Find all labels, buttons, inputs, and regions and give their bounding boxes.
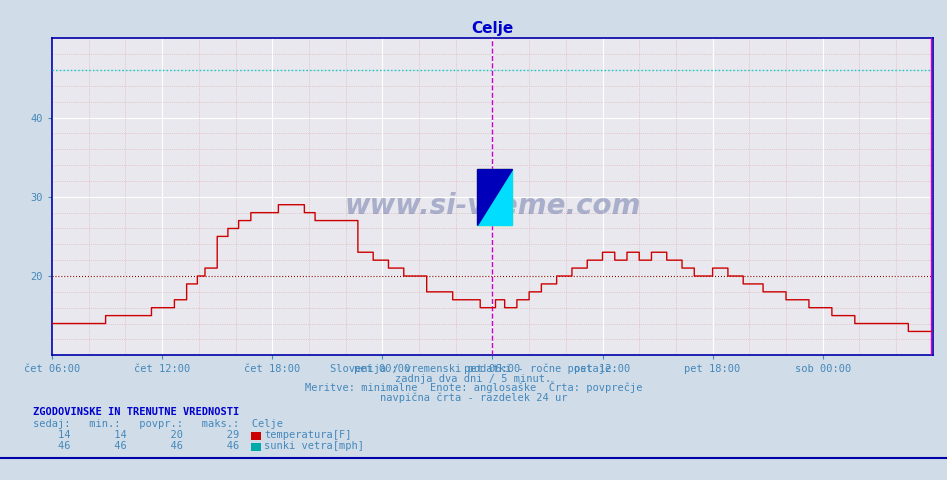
Text: temperatura[F]: temperatura[F] (264, 430, 351, 440)
Text: 14       14       20       29: 14 14 20 29 (33, 430, 240, 440)
Text: zadnja dva dni / 5 minut.: zadnja dva dni / 5 minut. (396, 373, 551, 384)
Text: 46       46       46       46: 46 46 46 46 (33, 441, 240, 451)
Text: Meritve: minimalne  Enote: anglosaške  Črta: povprečje: Meritve: minimalne Enote: anglosaške Črt… (305, 381, 642, 393)
Bar (476, 169, 511, 225)
Text: Slovenija / vremenski podatki - ročne postaje.: Slovenija / vremenski podatki - ročne po… (330, 363, 617, 374)
Polygon shape (476, 169, 511, 225)
Text: navpična črta - razdelek 24 ur: navpična črta - razdelek 24 ur (380, 392, 567, 403)
Polygon shape (476, 169, 511, 225)
Text: sedaj:   min.:   povpr.:   maks.:  Celje: sedaj: min.: povpr.: maks.: Celje (33, 419, 283, 429)
Text: sunki vetra[mph]: sunki vetra[mph] (264, 441, 365, 451)
Text: www.si-vreme.com: www.si-vreme.com (344, 192, 641, 220)
Text: ZGODOVINSKE IN TRENUTNE VREDNOSTI: ZGODOVINSKE IN TRENUTNE VREDNOSTI (33, 407, 240, 417)
Title: Celje: Celje (472, 21, 513, 36)
